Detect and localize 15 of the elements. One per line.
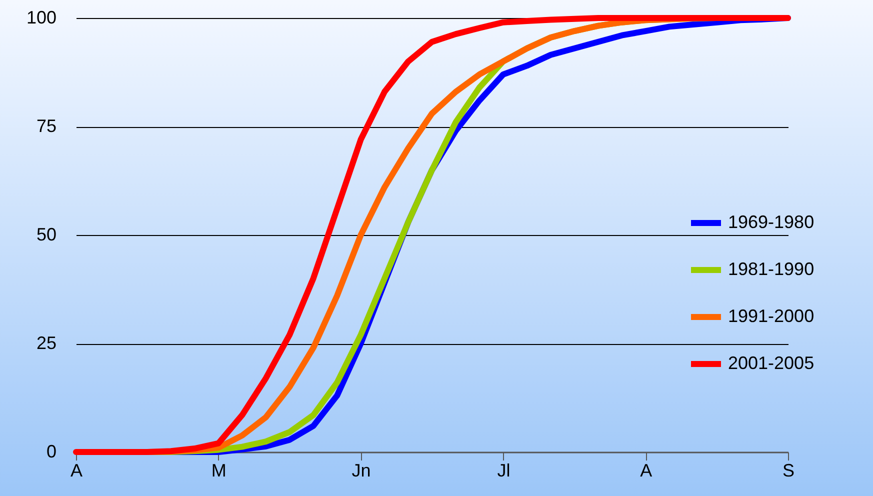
x-tick-label: A — [70, 460, 83, 480]
y-tick-label: 25 — [36, 333, 56, 353]
x-tick-label: Jn — [352, 460, 371, 480]
legend-label: 1991-2000 — [728, 306, 814, 326]
x-tick-label: S — [782, 460, 795, 480]
y-tick-label: 75 — [36, 116, 56, 136]
y-tick-label: 50 — [36, 224, 56, 244]
legend-label: 1969-1980 — [728, 212, 814, 232]
x-tick-label: M — [211, 460, 226, 480]
y-tick-label: 100 — [26, 8, 56, 28]
legend-label: 1981-1990 — [728, 259, 814, 279]
x-tick-label: Jl — [497, 460, 510, 480]
legend-label: 2001-2005 — [728, 353, 814, 373]
x-tick-label: A — [640, 460, 652, 480]
y-tick-label: 0 — [46, 442, 56, 462]
